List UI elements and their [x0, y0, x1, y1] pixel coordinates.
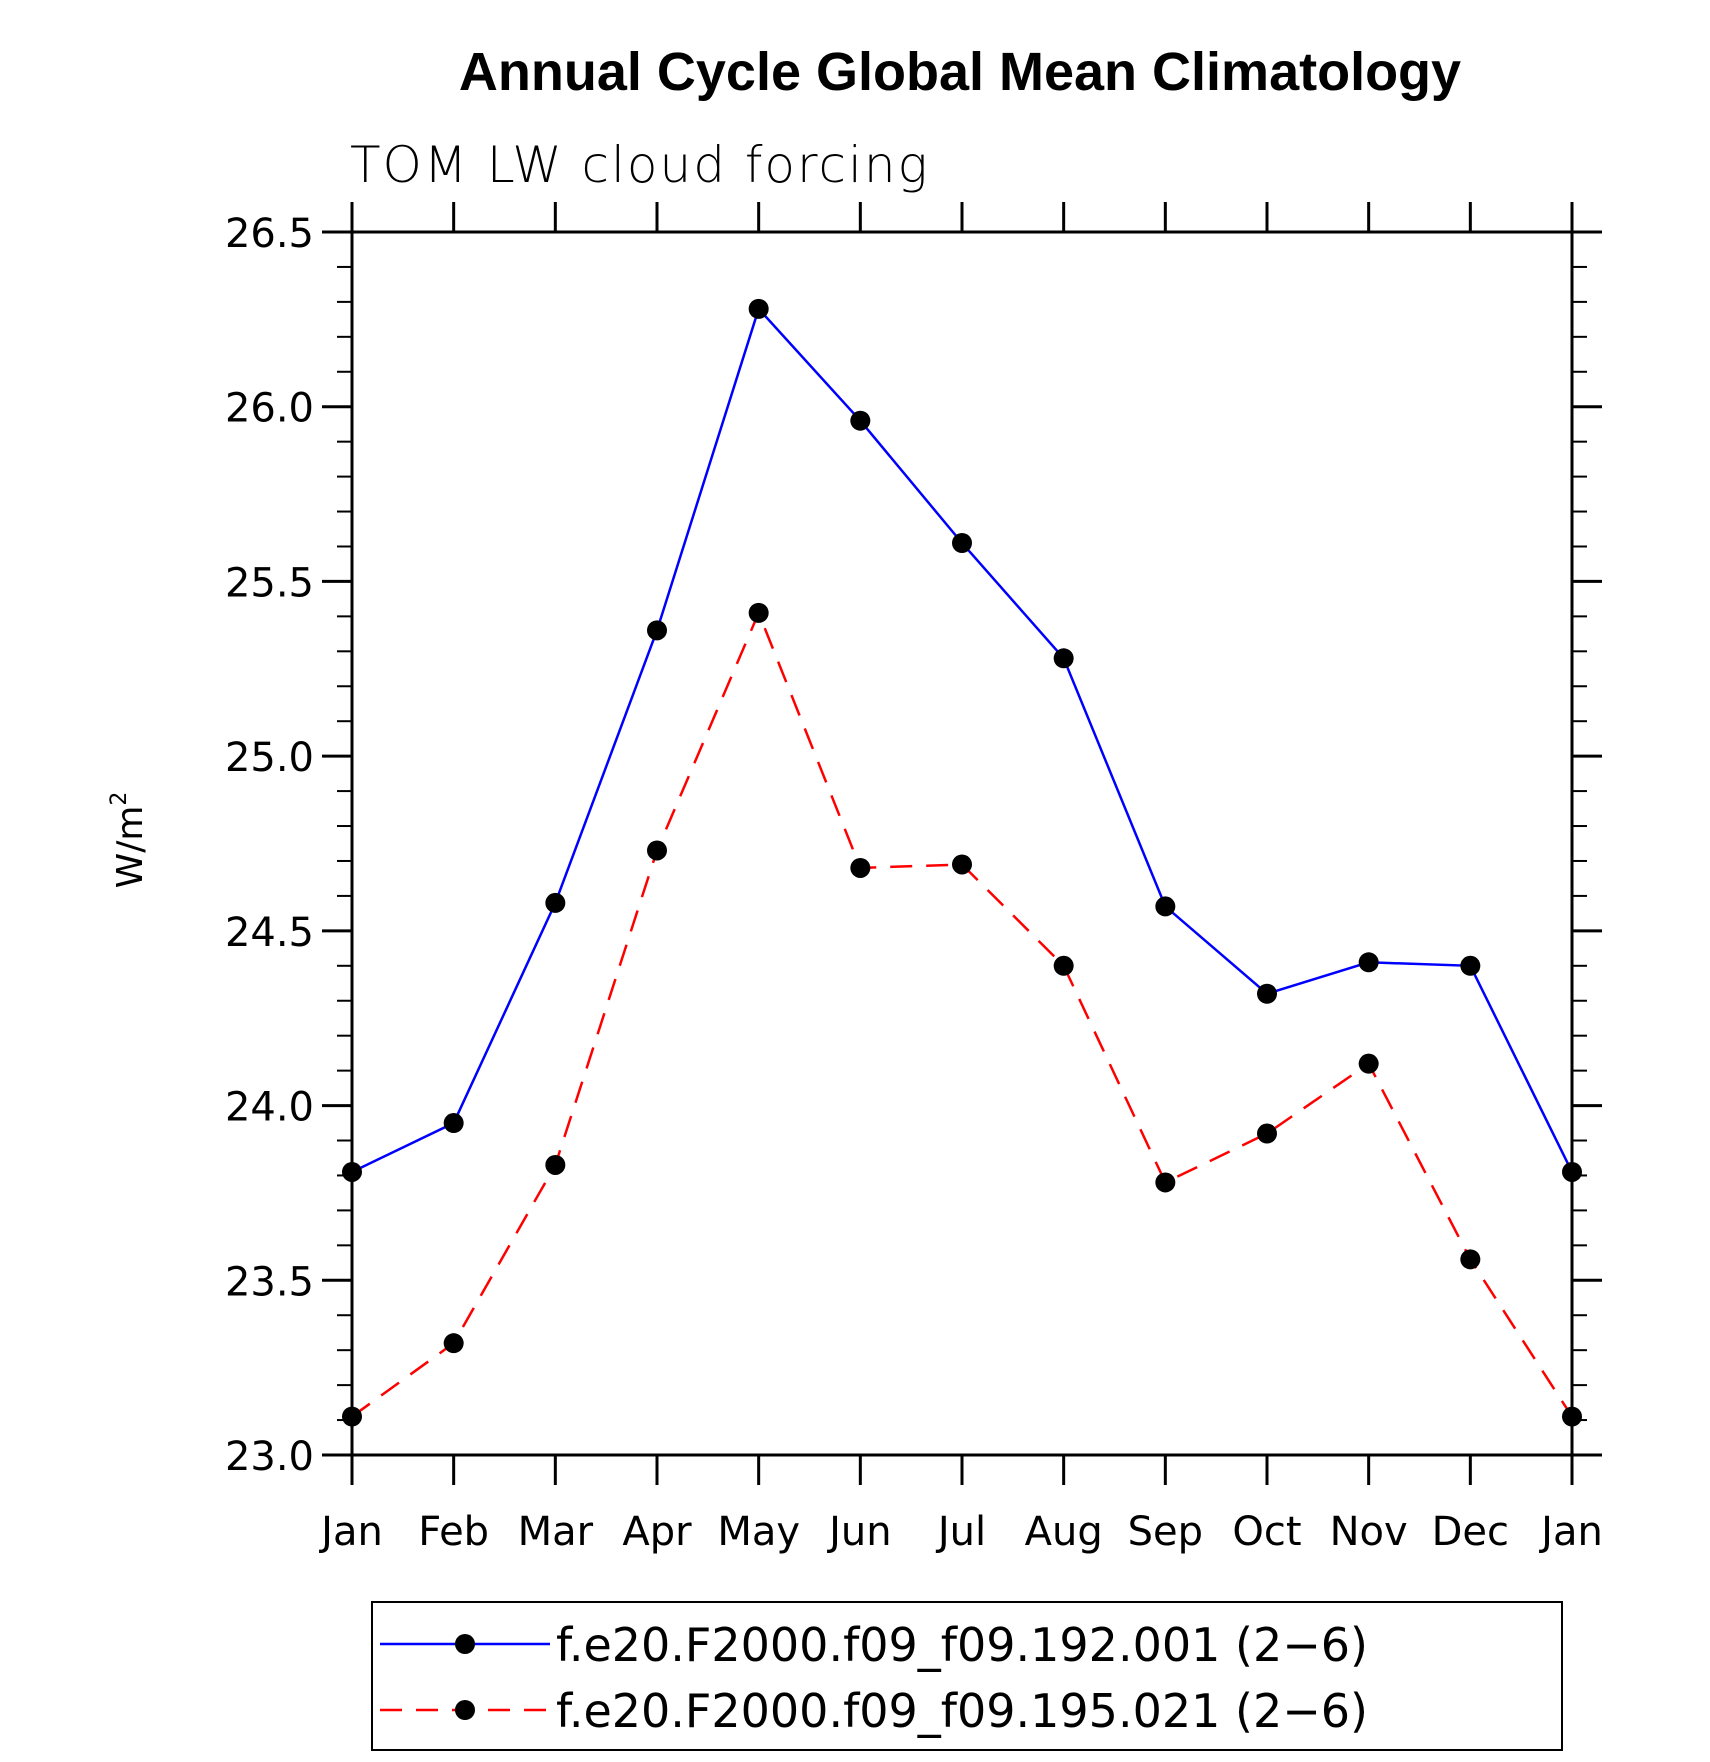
data-point: [1460, 955, 1481, 976]
data-point: [952, 854, 972, 875]
data-point: [850, 410, 871, 431]
data-point: [1358, 952, 1379, 973]
data-point: [647, 620, 667, 641]
legend-label: f.e20.F2000.f09_f09.195.021 (2−6): [556, 1684, 1368, 1738]
data-point: [1562, 1161, 1582, 1182]
axis-ticks: Jan Feb Mar Apr May Jun Jul Aug Sep Oct Nov Dec Jan2…: [225, 202, 1603, 1555]
y-tick-label: 24.5: [225, 910, 314, 956]
x-tick-label: Mar: [518, 1509, 594, 1555]
data-point: [342, 1161, 362, 1182]
data-point: [1460, 1249, 1481, 1270]
y-tick-label: 25.5: [225, 560, 314, 606]
chart-subtitle: TOM LW cloud forcing: [350, 136, 930, 194]
y-tick-label: 26.0: [225, 386, 314, 432]
x-tick-label: Aug: [1025, 1509, 1103, 1555]
y-axis-label-superscript: 2: [107, 792, 132, 806]
data-point: [850, 857, 871, 878]
x-tick-label: Feb: [418, 1509, 489, 1555]
series-2: [342, 602, 1582, 1427]
legend: f.e20.F2000.f09_f09.192.001 (2−6) f.e20.F…: [371, 1601, 1563, 1751]
data-point: [1257, 983, 1277, 1004]
data-point: [647, 840, 667, 861]
data-point: [748, 602, 769, 623]
x-tick-label: Jul: [935, 1509, 986, 1555]
series-line: [351, 609, 1574, 1418]
x-tick-label: Dec: [1432, 1509, 1509, 1555]
x-tick-label: Jan: [1538, 1509, 1603, 1555]
series-layer: [342, 298, 1582, 1427]
y-tick-label: 24.0: [225, 1085, 314, 1131]
chart-title: Annual Cycle Global Mean Climatology: [459, 42, 1461, 102]
x-tick-label: Jun: [826, 1509, 892, 1555]
legend-marker: [455, 1634, 475, 1654]
data-point: [443, 1113, 464, 1134]
data-point: [443, 1333, 464, 1354]
data-point: [1155, 1172, 1176, 1193]
data-point: [342, 1406, 362, 1427]
x-tick-label: Apr: [622, 1509, 692, 1555]
x-tick-label: Oct: [1232, 1509, 1301, 1555]
x-tick-label: Nov: [1330, 1509, 1408, 1555]
y-axis-label-text: W/m: [110, 806, 151, 889]
data-point: [545, 1154, 566, 1175]
data-point: [545, 892, 566, 913]
legend-marker: [455, 1700, 475, 1720]
x-tick-label: Sep: [1128, 1509, 1203, 1555]
data-point: [952, 532, 972, 553]
y-tick-label: 25.0: [225, 735, 314, 781]
y-tick-label: 23.0: [225, 1434, 314, 1480]
series-line: [351, 306, 1574, 1174]
plot-area: [350, 230, 1574, 1457]
y-axis-label: W/m2: [107, 792, 151, 889]
legend-box: [371, 1601, 1563, 1751]
x-tick-label: May: [717, 1509, 800, 1555]
y-tick-label: 23.5: [225, 1259, 314, 1305]
data-point: [1358, 1053, 1379, 1074]
series-1: [342, 298, 1582, 1182]
legend-entry-1: f.e20.F2000.f09_f09.192.001 (2−6): [380, 1618, 1368, 1672]
legend-label: f.e20.F2000.f09_f09.192.001 (2−6): [556, 1618, 1368, 1672]
data-point: [1155, 896, 1176, 917]
y-tick-label: 26.5: [225, 211, 314, 257]
data-point: [1257, 1123, 1277, 1144]
plot-frame: [350, 230, 1574, 1457]
data-point: [748, 298, 769, 319]
legend-entry-2: f.e20.F2000.f09_f09.195.021 (2−6): [380, 1684, 1368, 1738]
data-point: [1053, 955, 1074, 976]
data-point: [1562, 1406, 1582, 1427]
x-tick-label: Jan: [318, 1509, 383, 1555]
data-point: [1053, 648, 1074, 669]
